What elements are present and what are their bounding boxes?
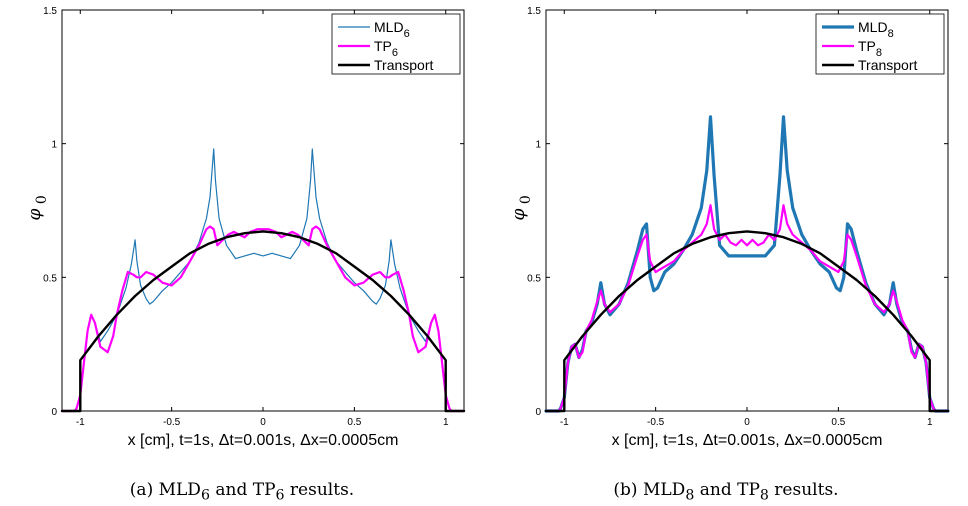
y-axis-label-sub: 0 — [518, 195, 534, 208]
y-tick-label: 1 — [51, 140, 57, 151]
legend-label: MLD6 — [374, 19, 410, 40]
y-tick-label: 1 — [535, 140, 541, 151]
caption-a-middle: and TP — [209, 480, 276, 500]
x-tick-label: -1 — [76, 417, 85, 428]
y-tick-label: 1.5 — [43, 6, 57, 17]
x-tick-label: -0.5 — [647, 417, 665, 428]
series-line-transport — [60, 230, 466, 413]
legend-label: Transport — [858, 57, 918, 73]
chart-a: -1 -0.5 0 0.5 1 0 0.5 1 1.5 x [cm], t=1s, Δt=0.00… — [25, 6, 466, 449]
legend-label-sub: 8 — [888, 28, 894, 40]
y-axis-label-sub: 0 — [34, 195, 50, 208]
caption-a-sub2: 6 — [275, 487, 285, 504]
series-line-tp-6 — [60, 225, 466, 413]
series-line-mld-8 — [544, 115, 950, 413]
legend-label-name: MLD — [858, 19, 888, 35]
caption-a-suffix: results. — [284, 480, 355, 500]
chart-panel-b: -1 -0.5 0 0.5 1 0 0.5 1 1.5 x [cm], t=1s, Δt=0.00… — [484, 0, 968, 506]
caption-a: (a) MLD6 and TP6 results. — [0, 480, 484, 503]
chart-panel-a: -1 -0.5 0 0.5 1 0 0.5 1 1.5 x [cm], t=1s, Δt=0.00… — [0, 6, 484, 503]
x-tick-label: 0.5 — [347, 417, 361, 428]
y-axis-label: φ 0 — [509, 195, 534, 220]
x-tick-label: -1 — [560, 417, 569, 428]
legend-label-name: Transport — [374, 57, 434, 73]
x-tick-label: 0.5 — [831, 417, 845, 428]
caption-b-prefix: (b) MLD — [613, 480, 686, 500]
y-tick-label: 0.5 — [527, 273, 541, 284]
y-tick-label: 0 — [535, 407, 541, 418]
caption-b: (b) MLD8 and TP8 results. — [484, 480, 968, 503]
caption-a-prefix: (a) MLD — [129, 480, 201, 500]
series-line-mld-6 — [61, 148, 465, 412]
legend-label: MLD8 — [858, 19, 894, 40]
series-line-transport — [544, 230, 950, 413]
x-tick-label: 0 — [260, 417, 266, 428]
y-axis-label-base: φ — [25, 209, 45, 221]
caption-b-middle: and TP — [694, 480, 760, 500]
y-tick-label: 0 — [51, 407, 57, 418]
x-tick-label: 0 — [744, 417, 750, 428]
y-tick-label: 0.5 — [43, 273, 57, 284]
y-axis-label: φ 0 — [25, 195, 50, 220]
x-tick-label: 1 — [443, 417, 449, 428]
series-line-tp-8 — [544, 204, 950, 413]
legend-label-sub: 6 — [404, 28, 410, 40]
caption-b-sub2: 8 — [759, 487, 769, 504]
caption-a-sub1: 6 — [200, 487, 210, 504]
legend-label-name: TP — [374, 38, 392, 54]
caption-b-suffix: results. — [768, 480, 839, 500]
legend-label-name: TP — [858, 38, 876, 54]
legend-label-name: MLD — [374, 19, 404, 35]
x-tick-label: 1 — [927, 417, 933, 428]
legend-label-sub: 8 — [876, 47, 882, 59]
chart-b: -1 -0.5 0 0.5 1 0 0.5 1 1.5 x [cm], t=1s, Δt=0.00… — [509, 6, 950, 449]
legend-label: TP8 — [858, 38, 882, 59]
legend-label: Transport — [374, 57, 434, 73]
x-axis-label: x [cm], t=1s, Δt=0.001s, Δx=0.0005cm — [128, 432, 399, 449]
x-tick-label: -0.5 — [163, 417, 181, 428]
caption-b-sub1: 8 — [685, 487, 695, 504]
legend-label-sub: 6 — [392, 47, 398, 59]
legend-label-name: Transport — [858, 57, 918, 73]
x-axis-label: x [cm], t=1s, Δt=0.001s, Δx=0.0005cm — [612, 432, 883, 449]
y-axis-label-base: φ — [509, 209, 529, 221]
y-tick-label: 1.5 — [527, 6, 541, 17]
legend-label: TP6 — [374, 38, 398, 59]
